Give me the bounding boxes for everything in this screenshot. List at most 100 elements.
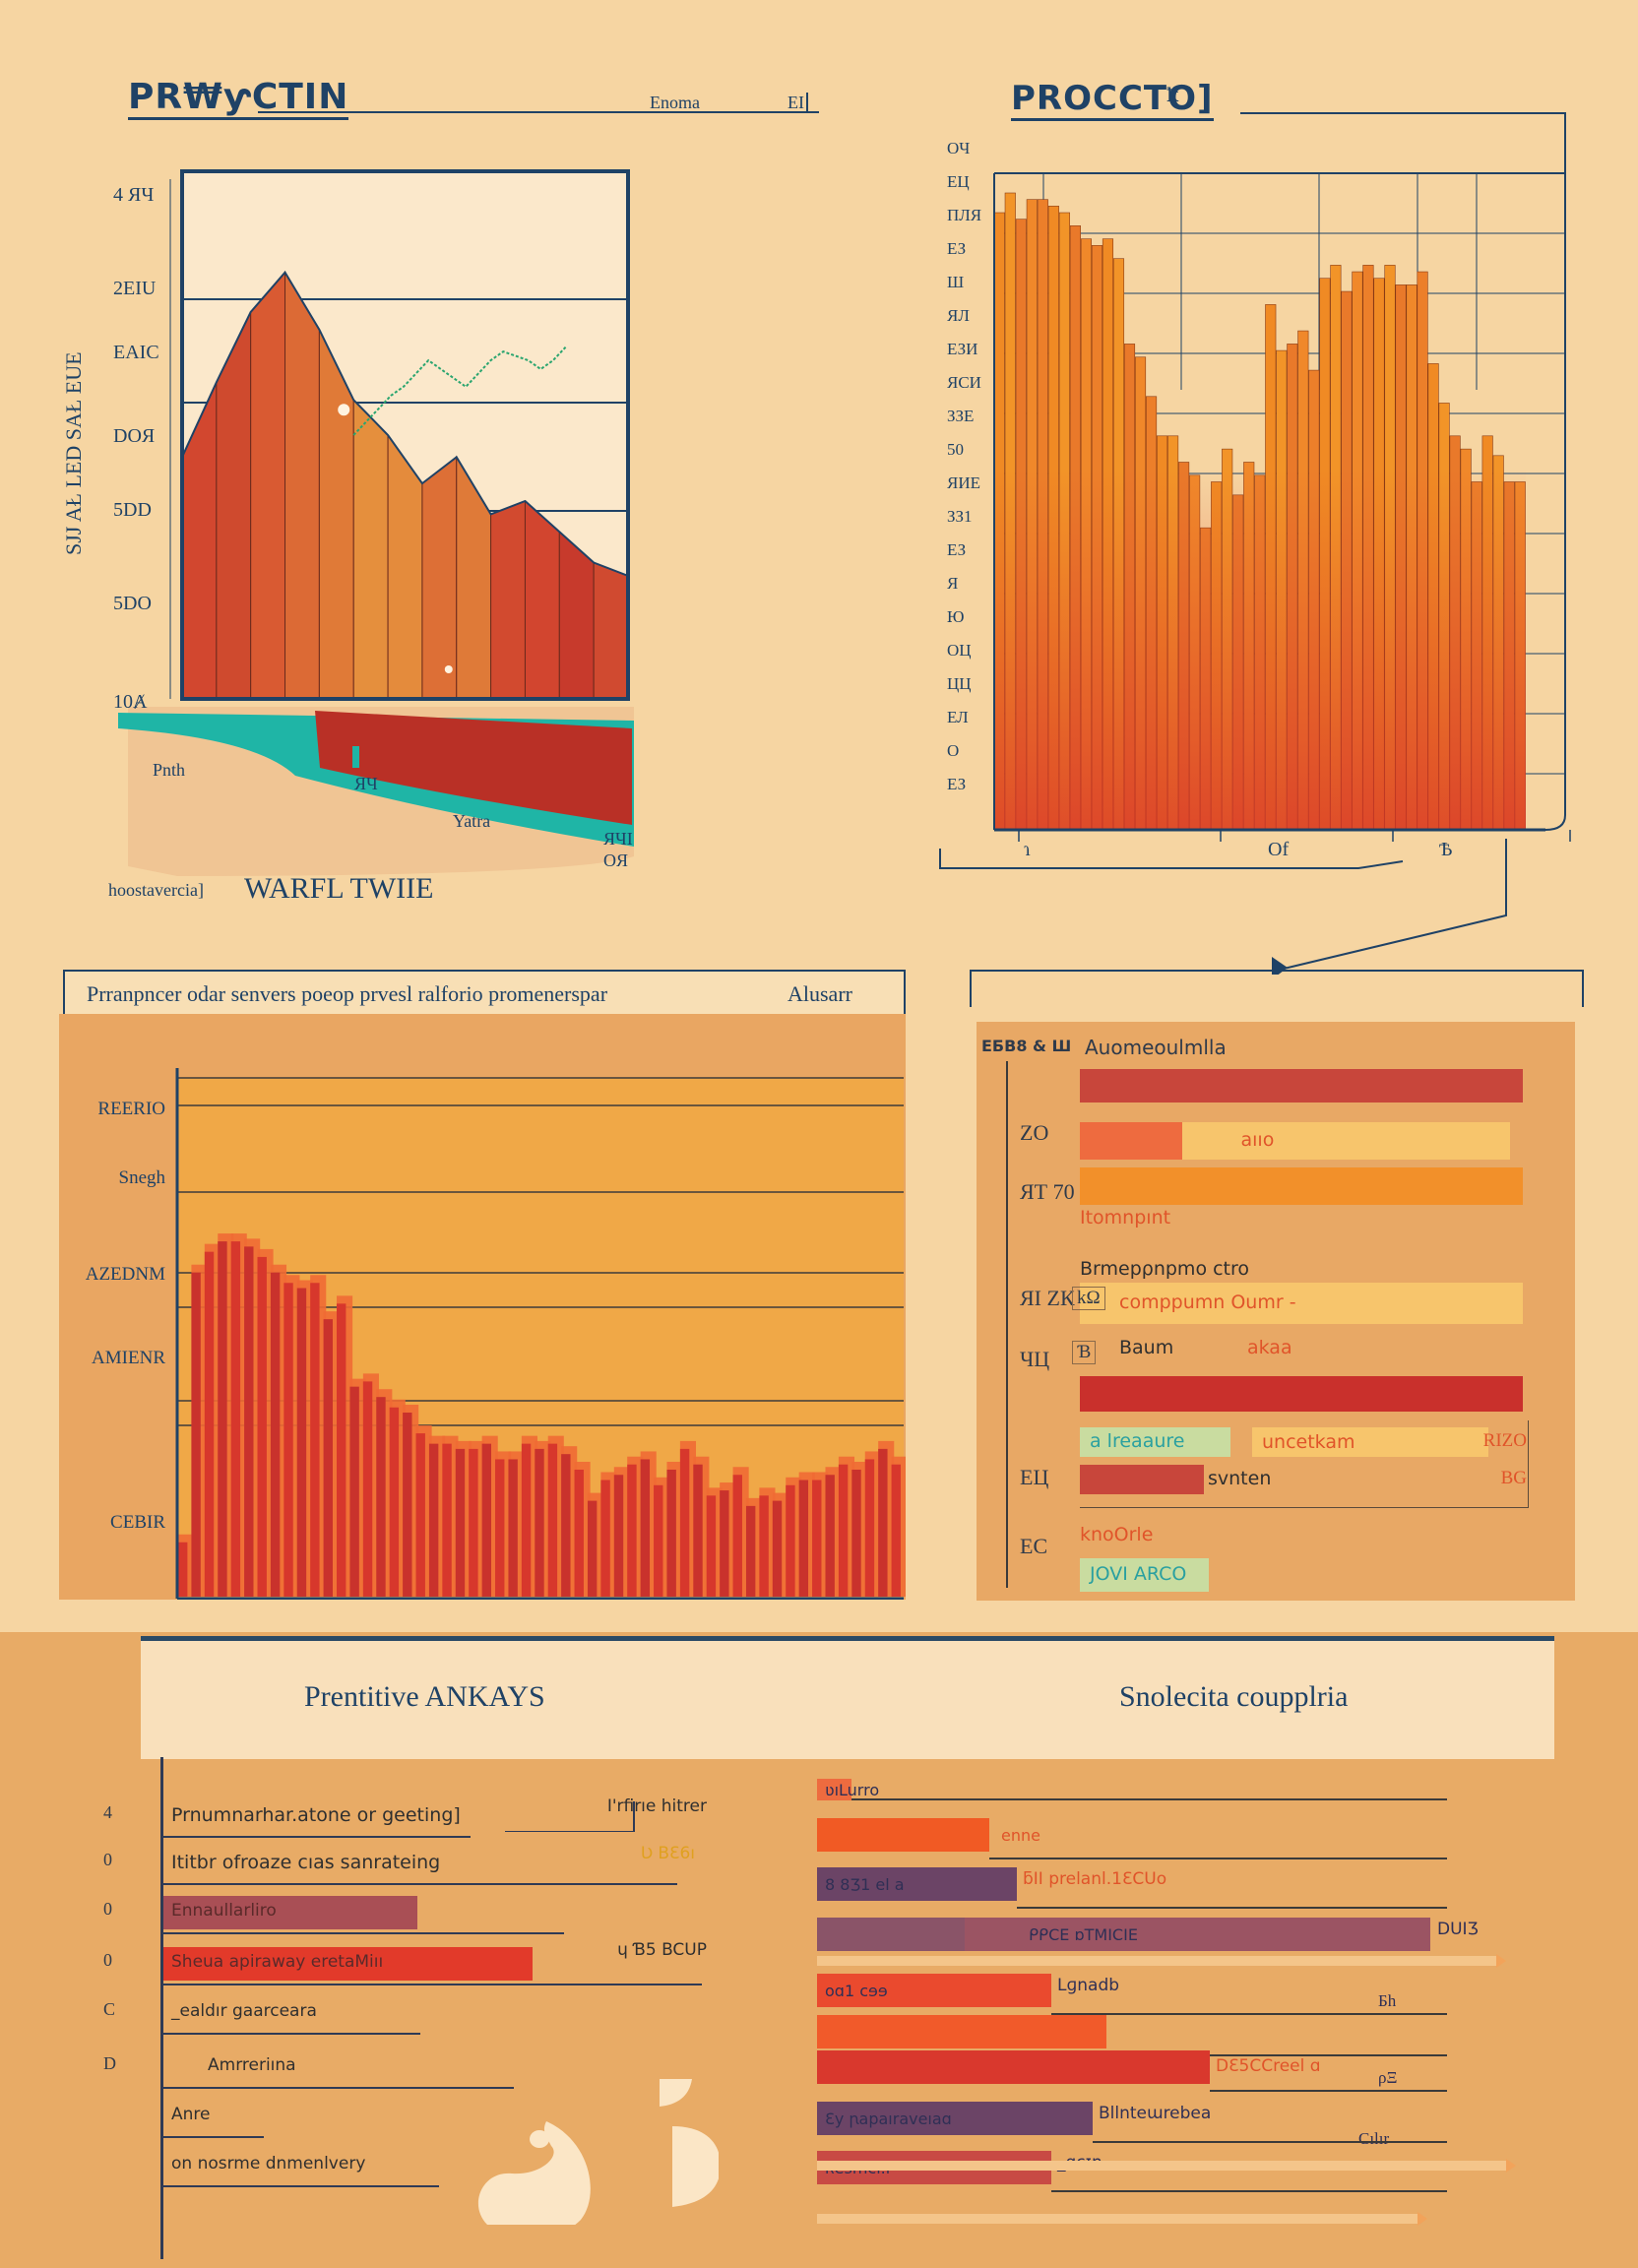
row-label: Sheua apiraway eretaMiıı	[171, 1952, 384, 1972]
progress-row: Brmepρnpmo ctro	[1080, 1258, 1523, 1282]
bar	[891, 1464, 901, 1597]
bar	[230, 1241, 241, 1597]
comparison-bar	[817, 1974, 1051, 2007]
comparison-row: Ɛy ꞃapaıraveıaɑ Bllnteɯrebea Cılır	[817, 2102, 1506, 2148]
bar	[415, 1433, 425, 1597]
y-tick-label: AZEDNM	[86, 1264, 165, 1285]
bar	[403, 1413, 412, 1597]
comparison-row: oɑ1 cɘɘ Lɡnadb Ƃh	[817, 1974, 1506, 2015]
bar	[812, 1480, 822, 1597]
rail	[817, 1956, 1496, 1966]
comparison-row	[817, 2015, 1506, 2056]
y-tick-label: OЧ	[947, 139, 970, 158]
progress-fill	[1080, 1558, 1209, 1592]
axis-line	[1006, 1061, 1008, 1588]
progress-panel-bracket	[970, 970, 1584, 1007]
bar	[244, 1246, 254, 1597]
row-end-label: RIZO	[1482, 1430, 1527, 1451]
progress-row: svnten BG	[1080, 1465, 1527, 1494]
comparison-label: 8 8Ʒ1 el a	[825, 1875, 905, 1894]
ground-label: ЯЧI	[603, 829, 633, 849]
row-underline	[163, 1836, 471, 1838]
bar	[851, 1469, 861, 1597]
row-side-label: I'rfirıe hitrer	[606, 1796, 707, 1816]
y-tick-label: ЯИЕ	[947, 473, 980, 492]
connector-arrow-line	[1279, 839, 1507, 971]
red-chart-title-box: Prranpncer odar senvers poeop prvesl ral…	[63, 970, 906, 1017]
comparison-bar	[817, 2015, 1106, 2048]
bar	[587, 1500, 598, 1597]
frame-right	[1544, 173, 1566, 831]
decorative-hook-shape	[477, 2121, 591, 2225]
y-tick-label: ЦЦ	[947, 674, 972, 693]
progress-row: Ɓ Baum akaa	[1072, 1337, 1523, 1364]
y-tick-label: ZO	[1020, 1120, 1049, 1145]
y-tick-label: 50	[947, 440, 964, 459]
y-tick-label: 0	[103, 1899, 112, 1919]
list-row: Amrreriına	[163, 2048, 715, 2089]
bar	[693, 1464, 703, 1597]
bottom-header-bar: Prentitive ANKAYS Snolecita coupplria	[141, 1636, 1554, 1759]
y-tick-label: ЕЗ	[947, 540, 966, 559]
bar	[786, 1484, 795, 1597]
comparison-row: enne	[817, 1818, 1506, 1859]
bar	[574, 1469, 584, 1597]
comparison-label: enne	[1001, 1826, 1040, 1845]
red-bar-chart: REERIO Snegh AZEDNM AMIENR CEBIR	[59, 1014, 906, 1600]
bar	[270, 1272, 281, 1597]
bar	[296, 1288, 307, 1597]
bar	[508, 1459, 518, 1597]
progress-fill	[1080, 1465, 1204, 1494]
rail-arrow-icon	[1506, 2159, 1516, 2173]
y-tick-label: Ю	[947, 607, 964, 626]
decorative-d-shape	[672, 2126, 719, 2207]
comparison-title: Snolecita coupplria	[1119, 1680, 1349, 1713]
row-tag: akaa	[1247, 1337, 1292, 1358]
bar	[679, 1448, 690, 1597]
y-tick-label: 5DO	[113, 593, 152, 614]
bar	[706, 1495, 717, 1597]
bar	[495, 1459, 505, 1597]
bar	[310, 1283, 320, 1597]
comparison-row: ʋıLurro	[817, 1779, 1506, 1814]
ground-label: Pnth	[153, 760, 185, 780]
comparison-side-label: ƃΙΙ prelanl.1ƐCUo	[1023, 1869, 1167, 1889]
row-label: Prnumnarhar.atone or geeting]	[171, 1804, 461, 1826]
trend-line	[352, 346, 567, 436]
comparison-row: 8 8Ʒ1 el a ƃΙΙ prelanl.1ƐCUo	[817, 1867, 1506, 1909]
comparison-leader-line	[851, 1798, 1447, 1800]
bar	[455, 1448, 466, 1597]
ground-label: Yatra	[453, 811, 490, 831]
row-label: comppumn Oumr -	[1119, 1292, 1296, 1313]
row-bar	[163, 1947, 534, 1981]
y-tick-label: ЯЛ	[947, 306, 970, 325]
left-header-sublabel-2: EI	[788, 93, 808, 113]
bar	[600, 1480, 610, 1597]
comparison-leader-line	[1106, 2054, 1447, 2056]
bar	[745, 1505, 756, 1597]
predictive-title: Prentitive ANKAYS	[304, 1680, 545, 1713]
progress-row	[1080, 1167, 1523, 1205]
row-end-label: BG	[1500, 1468, 1527, 1488]
right-chart-title: PROCCTO]	[1011, 79, 1214, 121]
comparison-row: ᑭᑭCE ɒTMICIE DUIƷ	[817, 1918, 1506, 1959]
y-tick-label: ОЦ	[947, 641, 972, 660]
bars-header: Auomeoulmlla	[1085, 1036, 1227, 1059]
y-tick-label: 4	[103, 1802, 112, 1822]
red-chart-title: Prranpncer odar senvers poeop prvesl ral…	[87, 981, 608, 1006]
y-tick-label: ЯСИ	[947, 373, 981, 392]
y-tick-label: DOЯ	[113, 425, 155, 447]
rail	[817, 2161, 1506, 2171]
bar	[535, 1448, 544, 1597]
comparison-leader-line	[1017, 1907, 1447, 1909]
y-tick-label: ЕЗ	[947, 775, 966, 793]
comparison-side-label: DUIƷ	[1437, 1920, 1479, 1939]
ground-red-band	[315, 711, 632, 825]
row-label: a lreaaure	[1090, 1430, 1185, 1452]
row-prefix: Ɓ	[1072, 1341, 1097, 1364]
row-label: JOVI ARCO	[1090, 1563, 1187, 1585]
row-label: _ealdır gaarceara	[171, 2001, 317, 2021]
y-tick-label: 4 ЯЧ	[113, 184, 154, 206]
row-label: Brmepρnpmo ctro	[1080, 1258, 1250, 1280]
bar	[759, 1495, 769, 1597]
